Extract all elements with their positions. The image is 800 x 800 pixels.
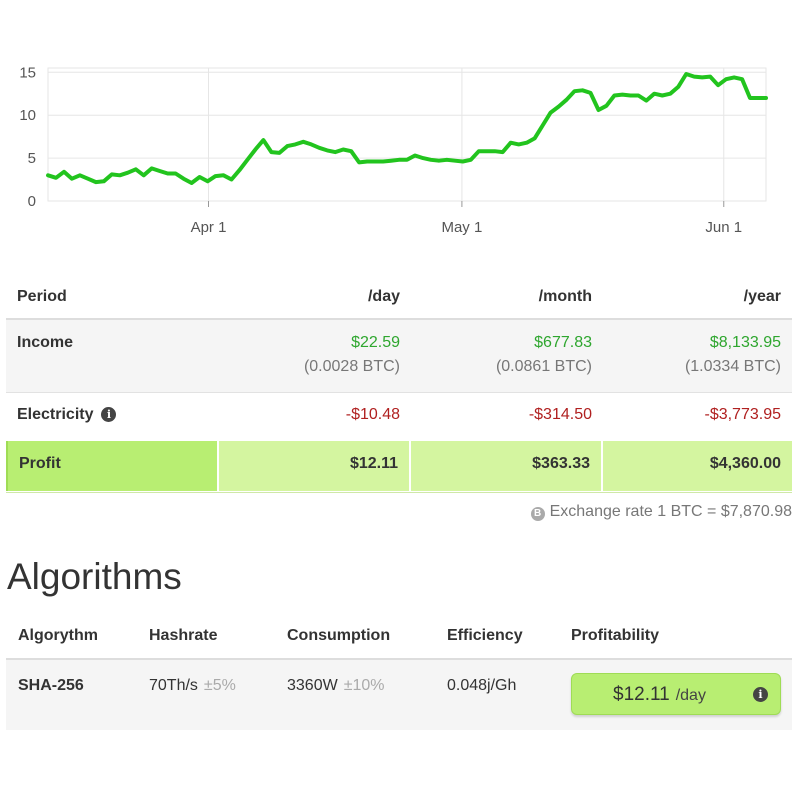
efficiency-value: 0.048j/Gh: [447, 677, 517, 694]
income-month: $677.83 (0.0861 BTC): [411, 334, 603, 376]
hashrate-value: 70Th/s: [149, 677, 198, 694]
consumption-cell: 3360W ±10%: [275, 677, 435, 730]
electricity-day: -$10.48: [345, 406, 400, 423]
header-consumption: Consumption: [287, 627, 391, 644]
x-tick-label: Jun 1: [705, 219, 742, 236]
x-tick-label: May 1: [441, 219, 482, 236]
electricity-month: -$314.50: [528, 406, 592, 423]
profit-table: Period /day /month /year Income $22.59 (…: [6, 272, 792, 493]
exchange-rate-text: Exchange rate 1 BTC = $7,870.98: [549, 503, 792, 520]
algorithms-title: Algorithms: [7, 556, 182, 597]
profit-table-header: Period /day /month /year: [6, 272, 792, 320]
hashrate-tolerance: ±5%: [203, 677, 236, 694]
hashrate-cell: 70Th/s ±5%: [137, 677, 275, 730]
header-hashrate: Hashrate: [149, 627, 218, 644]
info-icon[interactable]: i: [753, 687, 768, 702]
electricity-label-cell: Electricity i: [6, 406, 219, 424]
header-algorythm: Algorythm: [18, 627, 98, 644]
y-tick-label: 5: [28, 150, 36, 167]
income-year: $8,133.95 (1.0334 BTC): [603, 334, 792, 376]
profitability-unit: /day: [675, 687, 706, 704]
profitability-value-wrap: $12.11/day: [613, 684, 706, 706]
y-tick-label: 0: [28, 193, 36, 210]
header-year: /year: [743, 288, 781, 305]
profit-month: $363.33: [411, 441, 603, 491]
income-label: Income: [17, 334, 74, 351]
info-icon[interactable]: i: [101, 407, 117, 422]
electricity-row: Electricity i -$10.48 -$314.50 -$3,773.95: [6, 393, 792, 441]
algorithms-header: Algorythm Hashrate Consumption Efficienc…: [6, 620, 792, 660]
income-day-btc: (0.0028 BTC): [303, 358, 400, 375]
income-row: Income $22.59 (0.0028 BTC) $677.83 (0.08…: [6, 320, 792, 393]
income-month-btc: (0.0861 BTC): [495, 358, 592, 375]
profit-label: Profit: [6, 441, 219, 491]
chart-axes: [207, 201, 725, 207]
income-year-btc: (1.0334 BTC): [684, 358, 781, 375]
profitability-value: $12.11: [613, 684, 670, 705]
header-month: /month: [538, 288, 592, 305]
exchange-rate: B Exchange rate 1 BTC = $7,870.98: [530, 503, 792, 521]
profitability-badge[interactable]: $12.11/day i: [571, 673, 781, 715]
header-efficiency: Efficiency: [447, 627, 523, 644]
plot-frame: [47, 67, 767, 202]
income-day-usd: $22.59: [351, 334, 400, 351]
electricity-year: -$3,773.95: [704, 406, 781, 423]
header-day: /day: [367, 288, 400, 305]
profit-history-chart: 0 5 10 15 Apr 1 May 1 Jun 1: [19, 64, 768, 236]
algorithm-name: SHA-256: [18, 677, 84, 694]
chart-grid: [47, 67, 767, 202]
y-tick-label: 15: [19, 64, 36, 81]
series-line: [46, 72, 768, 185]
algorithms-table: Algorythm Hashrate Consumption Efficienc…: [6, 620, 792, 730]
income-month-usd: $677.83: [534, 334, 592, 351]
consumption-value: 3360W: [287, 677, 338, 694]
profit-day: $12.11: [219, 441, 411, 491]
chart-tick-labels: 0 5 10 15 Apr 1 May 1 Jun 1: [19, 64, 742, 236]
consumption-tolerance: ±10%: [343, 677, 385, 694]
electricity-label: Electricity: [17, 406, 94, 423]
profit-year: $4,360.00: [603, 441, 792, 491]
header-period: Period: [17, 288, 67, 305]
profit-row: Profit $12.11 $363.33 $4,360.00: [6, 441, 792, 493]
income-day: $22.59 (0.0028 BTC): [219, 334, 411, 376]
bitcoin-icon: B: [530, 507, 545, 521]
income-year-usd: $8,133.95: [709, 334, 781, 351]
y-tick-label: 10: [19, 107, 36, 124]
x-tick-label: Apr 1: [191, 219, 227, 236]
header-profitability: Profitability: [571, 627, 660, 644]
